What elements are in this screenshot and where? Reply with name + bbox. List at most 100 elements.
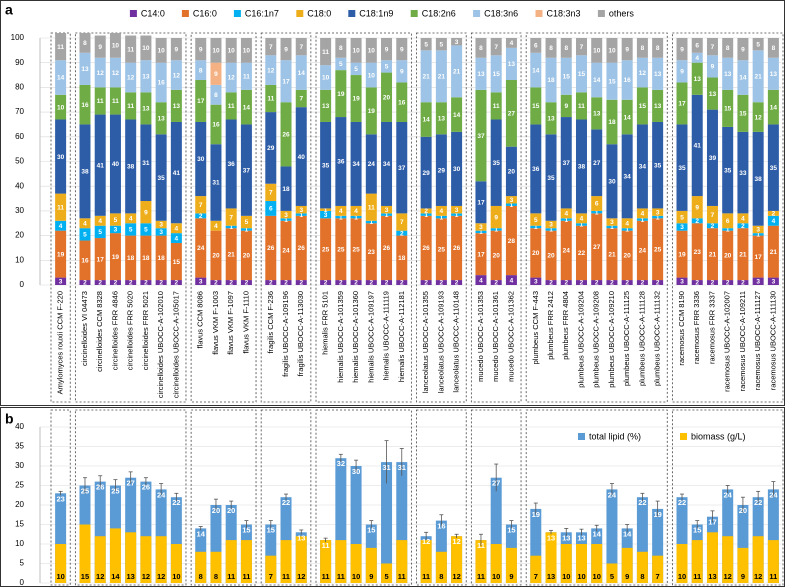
bar-segment: [435, 280, 447, 285]
x-tick-label: racemosus CCM 8190: [677, 291, 686, 366]
bar-segment: [490, 228, 502, 231]
bar-segment: [530, 213, 542, 226]
y-tick-label: 60: [15, 132, 24, 141]
bar-segment: [170, 121, 182, 224]
data-label: 32: [337, 459, 345, 468]
data-label: 3: [385, 207, 389, 214]
data-label: 5: [354, 66, 358, 73]
data-label: 41: [97, 162, 105, 169]
data-label: 10: [352, 572, 360, 581]
bar-segment: [652, 218, 664, 281]
bar-segment: [320, 38, 332, 66]
bar: [55, 544, 67, 583]
data-label: 21: [453, 69, 461, 76]
data-label: 2: [229, 280, 233, 287]
data-label: 22: [754, 498, 762, 507]
bar-segment: [79, 124, 91, 219]
bar: [381, 563, 393, 583]
data-label: 25: [654, 246, 662, 253]
data-label: 15: [81, 572, 89, 581]
x-tick-label: mucedo UBOCC-A-101362: [506, 291, 515, 382]
data-label: 3: [772, 279, 776, 286]
bar-segment: [435, 218, 447, 281]
bar-segment: [560, 218, 572, 221]
group-box: [190, 409, 257, 586]
bar: [652, 555, 664, 583]
bar-segment: [381, 60, 393, 73]
data-label: 7: [711, 212, 715, 219]
bar-segment: [575, 280, 587, 285]
bar-segment: [420, 208, 432, 214]
bar: [55, 493, 67, 583]
data-label: 24: [282, 248, 290, 255]
data-label: 21: [770, 249, 778, 256]
data-label: 9: [509, 572, 513, 581]
data-label: 10: [56, 572, 64, 581]
data-label: 11: [422, 572, 430, 581]
group-box: [525, 32, 668, 403]
data-label: 15: [578, 71, 586, 78]
bar-segment: [591, 196, 603, 211]
bar-segment: [55, 220, 67, 231]
data-label: 13: [508, 61, 516, 68]
data-label: 7: [494, 44, 498, 51]
data-label: 13: [709, 91, 717, 98]
bar-segment: [210, 38, 222, 63]
data-label: 9: [284, 46, 288, 53]
bar-segment: [767, 124, 779, 211]
data-label: 13: [142, 106, 150, 113]
data-label: 11: [493, 103, 500, 110]
data-label: 1: [726, 227, 730, 234]
data-label: 2: [549, 280, 553, 287]
bar-segment: [350, 121, 362, 206]
data-label: 16: [81, 102, 89, 109]
bar-segment: [706, 228, 718, 281]
bar: [365, 547, 377, 583]
bar-segment: [280, 166, 292, 211]
bar-segment: [752, 102, 764, 132]
bar-segment: [280, 210, 292, 219]
x-tick-label: fragilis UBOCC-A-109196: [281, 291, 290, 377]
data-label: 10: [322, 75, 330, 82]
bar-segment: [530, 52, 542, 88]
bar-segment: [195, 60, 207, 80]
bar-segment: [591, 62, 603, 98]
bar: [505, 547, 517, 583]
y-tick-label: 70: [15, 107, 24, 116]
data-label: 18: [142, 255, 150, 262]
bar: [265, 555, 277, 583]
data-label: 10: [228, 48, 236, 55]
data-label: 12: [267, 67, 275, 74]
x-tick-label: plumbeus FRR 2412: [546, 291, 555, 360]
bar-segment: [737, 60, 749, 95]
bar-segment: [420, 102, 432, 137]
data-label: 7: [711, 44, 715, 51]
data-label: 13: [724, 71, 732, 78]
data-label: 4: [59, 223, 63, 230]
y-tick-label: 40: [15, 181, 24, 190]
data-label: 13: [477, 71, 485, 78]
data-label: 9: [680, 69, 684, 76]
data-label: 11: [127, 103, 134, 110]
bar-segment: [691, 196, 703, 219]
bar-segment: [155, 102, 167, 135]
bar-segment: [170, 243, 182, 281]
bar-segment: [652, 280, 664, 285]
x-tick-label: plumbeus FRR 4804: [561, 291, 570, 360]
data-label: 11: [693, 572, 701, 581]
legend-label: C18:1n9: [359, 8, 393, 18]
data-label: 1: [479, 229, 483, 236]
x-tick-label: mucedo UBOCC-A-101361: [491, 291, 500, 382]
data-label: 7: [269, 572, 273, 581]
bar-segment: [530, 87, 542, 125]
bar-segment: [240, 228, 252, 231]
legend-label: biomass (g/L): [691, 431, 746, 441]
data-label: 31: [398, 463, 406, 472]
data-label: 35: [724, 167, 732, 174]
bar-segment: [420, 38, 432, 51]
data-label: 4: [625, 220, 629, 227]
data-label: 12: [97, 70, 105, 77]
data-label: 2: [269, 280, 273, 287]
data-label: 4: [772, 218, 776, 225]
data-label: 5: [610, 572, 614, 581]
